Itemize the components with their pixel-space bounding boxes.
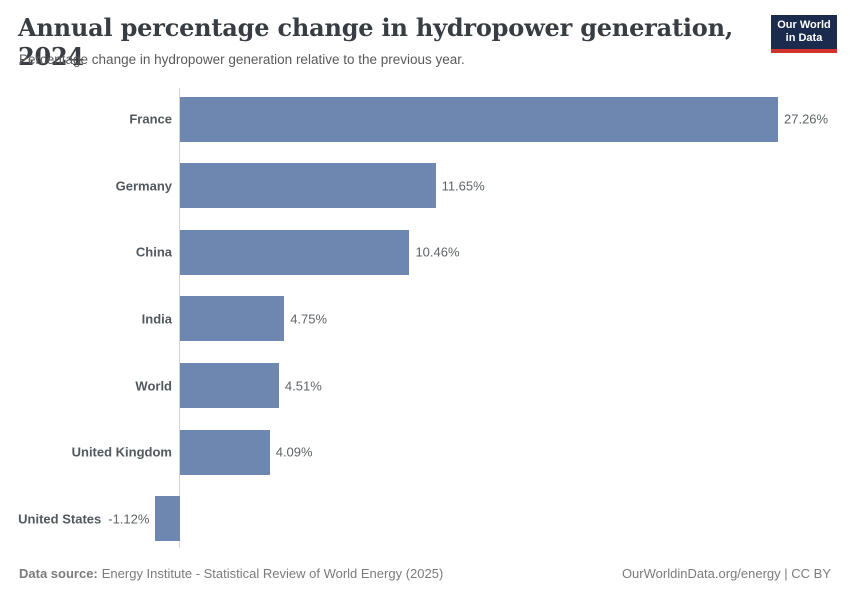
y-axis-line <box>179 88 180 548</box>
bar-row: United States -1.12% <box>0 485 850 552</box>
bar-united-states[interactable] <box>155 496 180 542</box>
row-left-labels: United States -1.12% <box>18 511 149 526</box>
row-left-labels: Germany <box>116 178 172 193</box>
value-label: 11.65% <box>441 178 485 194</box>
row-left-labels: World <box>135 378 172 393</box>
bar-chart: France 27.26% Germany 11.65% China 10.46% Indi… <box>0 86 850 552</box>
category-label: China <box>135 244 172 260</box>
data-source-text: Energy Institute - Statistical Review of… <box>101 566 444 581</box>
row-left-labels: China <box>136 245 172 260</box>
bar-row: United Kingdom 4.09% <box>0 419 850 486</box>
chart-subtitle: Percentage change in hydropower generati… <box>19 52 465 67</box>
category-label: World <box>135 378 172 394</box>
bar-row: France 27.26% <box>0 86 850 153</box>
data-source: Data source: Energy Institute - Statistic… <box>19 566 443 581</box>
bar-france[interactable] <box>180 96 778 142</box>
value-label: 4.51% <box>284 378 322 394</box>
bar-world[interactable] <box>180 363 279 409</box>
row-left-labels: India <box>142 311 172 326</box>
row-left-labels: United Kingdom <box>72 445 172 460</box>
page-title: Annual percentage change in hydropower g… <box>18 13 733 71</box>
owid-logo-line1: Our World <box>777 19 831 31</box>
value-label: 4.75% <box>290 311 328 327</box>
category-label: United States <box>18 511 102 527</box>
chart-header: Annual percentage change in hydropower g… <box>0 0 850 86</box>
category-label: India <box>141 311 172 327</box>
category-label: United Kingdom <box>71 444 172 460</box>
chart-footer: Data source: Energy Institute - Statistic… <box>0 566 850 581</box>
value-label: -1.12% <box>108 511 150 527</box>
value-label: 4.09% <box>275 444 313 460</box>
bar-row: China 10.46% <box>0 219 850 286</box>
owid-logo[interactable]: Our World in Data <box>771 15 837 53</box>
owid-logo-line2: in Data <box>785 32 823 44</box>
bar-row: Germany 11.65% <box>0 153 850 220</box>
value-label: 10.46% <box>415 244 460 260</box>
bar-row: World 4.51% <box>0 352 850 419</box>
bar-row: India 4.75% <box>0 286 850 353</box>
bar-germany[interactable] <box>180 163 436 209</box>
category-label: France <box>129 111 172 127</box>
bar-china[interactable] <box>180 229 410 275</box>
data-source-label: Data source: <box>19 566 98 581</box>
credit-link[interactable]: OurWorldinData.org/energy | CC BY <box>621 566 831 581</box>
category-label: Germany <box>115 178 172 194</box>
value-label: 27.26% <box>784 111 829 127</box>
bar-india[interactable] <box>180 296 285 342</box>
bar-united-kingdom[interactable] <box>180 429 270 475</box>
row-left-labels: France <box>129 112 172 127</box>
